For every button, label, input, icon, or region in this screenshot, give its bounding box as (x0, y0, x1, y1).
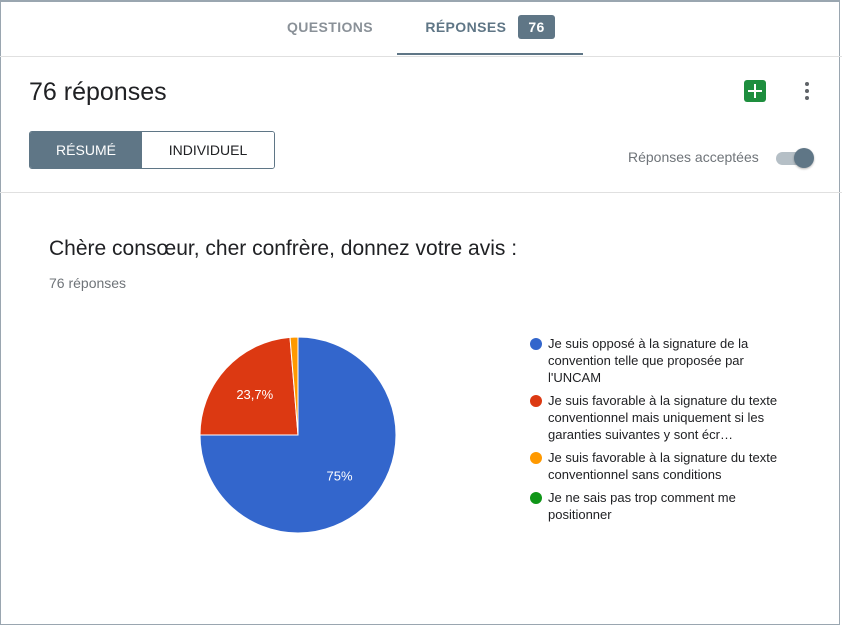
legend-dot-icon (530, 452, 542, 464)
responses-header: 76 réponses RÉSUMÉ INDIVIDUEL Réponses a… (0, 56, 842, 193)
pie-slice-0[interactable] (199, 336, 397, 534)
tab-questions[interactable]: QUESTIONS (270, 0, 390, 54)
accepting-responses-label: Réponses acceptées (628, 149, 759, 165)
legend-label: Je suis favorable à la signature du text… (548, 450, 778, 482)
pie-slice-2[interactable] (289, 336, 299, 436)
question-title: Chère consœur, cher confrère, donnez vot… (49, 237, 518, 260)
page-title: 76 réponses (29, 78, 167, 106)
question-response-count: 76 réponses (49, 275, 127, 291)
pie-slice-label-0: 75% (327, 469, 353, 484)
summary-button-label: RÉSUMÉ (56, 142, 116, 158)
tab-responses-label: RÉPONSES (425, 18, 507, 35)
pie-slice-1[interactable] (199, 336, 299, 436)
legend-label: Je ne sais pas trop comment me positionn… (548, 490, 736, 522)
legend-item-3[interactable]: Je ne sais pas trop comment me positionn… (530, 489, 780, 523)
legend-item-1[interactable]: Je suis favorable à la signature du text… (530, 392, 780, 443)
view-switcher: RÉSUMÉ INDIVIDUEL (29, 131, 275, 169)
responses-count-badge: 76 (518, 14, 555, 39)
legend-item-2[interactable]: Je suis favorable à la signature du text… (530, 449, 780, 483)
legend-dot-icon (530, 492, 542, 504)
legend-item-0[interactable]: Je suis opposé à la signature de la conv… (530, 335, 780, 386)
pie-slice-label-1: 23,7% (236, 387, 273, 402)
accepting-responses-toggle[interactable] (776, 148, 816, 168)
individual-button[interactable]: INDIVIDUEL (142, 132, 274, 168)
legend-dot-icon (530, 395, 542, 407)
form-tabs-bar: QUESTIONS RÉPONSES 76 (0, 0, 842, 57)
legend-label: Je suis opposé à la signature de la conv… (548, 336, 749, 385)
legend-label: Je suis favorable à la signature du text… (548, 393, 778, 442)
pie-chart-svg: 75% 23,7% (199, 336, 397, 534)
legend-dot-icon (530, 338, 542, 350)
tab-questions-label: QUESTIONS (286, 19, 374, 35)
google-sheets-icon[interactable] (744, 80, 766, 102)
tab-responses[interactable]: RÉPONSES 76 (397, 0, 583, 55)
individual-button-label: INDIVIDUEL (168, 142, 248, 158)
toggle-knob (794, 148, 814, 168)
summary-button[interactable]: RÉSUMÉ (30, 132, 142, 168)
pie-chart: 75% 23,7% (190, 327, 410, 547)
more-vert-icon[interactable] (797, 80, 817, 102)
chart-legend: Je suis opposé à la signature de la conv… (530, 335, 780, 529)
